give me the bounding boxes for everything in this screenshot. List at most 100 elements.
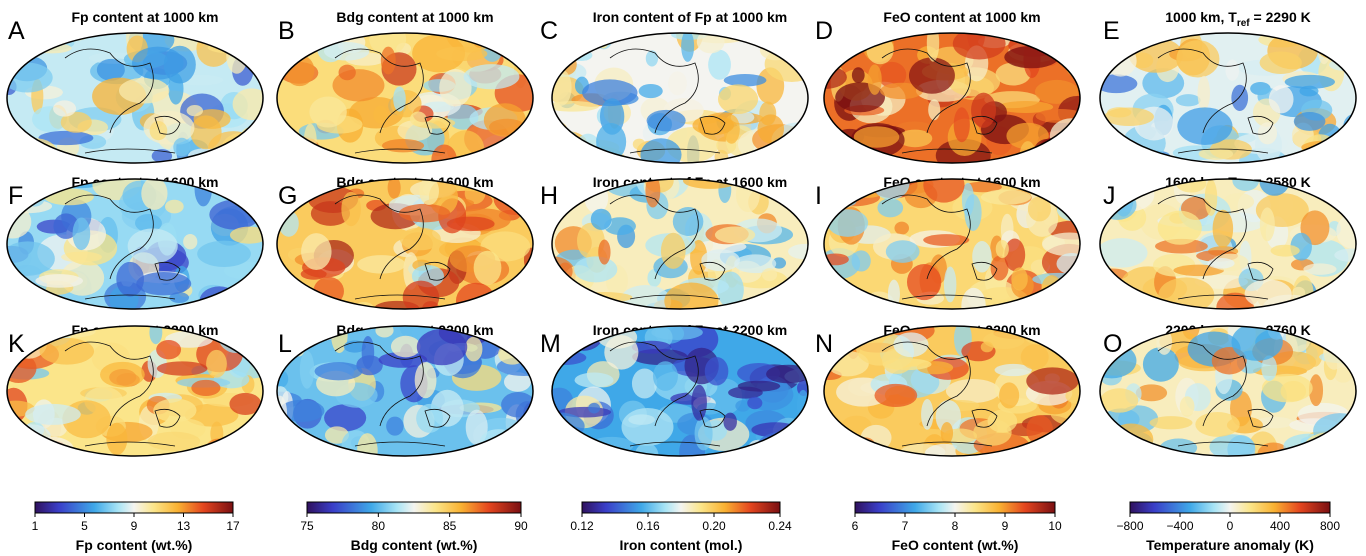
coastline — [334, 194, 451, 300]
map-anomaly — [1216, 292, 1254, 309]
map-anomaly — [1027, 33, 1073, 51]
map-anomaly — [553, 283, 571, 309]
tick-label: 75 — [300, 519, 314, 533]
map-anomaly — [638, 83, 663, 99]
coastline — [334, 341, 451, 447]
map-anomaly — [53, 100, 77, 117]
colorbar — [854, 501, 1056, 514]
tick-label: 8 — [952, 519, 959, 533]
map-anomaly — [478, 33, 501, 47]
map-anomaly — [566, 33, 580, 60]
map-anomaly — [1304, 432, 1354, 456]
map-anomaly — [1046, 329, 1080, 344]
map-anomaly — [286, 426, 301, 448]
map — [824, 179, 1080, 309]
panel-letter: J — [1103, 182, 1116, 210]
map-anomaly — [141, 179, 168, 210]
map-anomaly — [390, 335, 421, 358]
tick-label: 80 — [372, 519, 386, 533]
map-anomaly — [310, 201, 351, 226]
map-anomaly — [582, 79, 638, 107]
map-anomaly — [278, 210, 299, 237]
map-anomaly — [1284, 74, 1335, 89]
map-anomaly — [33, 37, 51, 50]
map-anomaly — [156, 361, 208, 376]
map-anomaly — [596, 122, 627, 161]
map-anomaly — [483, 103, 526, 137]
map-anomaly — [1056, 197, 1080, 222]
colorbar-label: FeO content (wt.%) — [892, 537, 1019, 553]
map-anomaly — [552, 433, 580, 456]
map-anomaly — [1334, 367, 1353, 383]
map-anomaly — [204, 438, 232, 456]
coastline — [64, 341, 181, 447]
map-anomaly — [523, 33, 533, 48]
map-anomaly — [1034, 79, 1079, 104]
map-anomaly — [824, 139, 848, 151]
map-anomaly — [1157, 210, 1202, 245]
map-anomaly — [631, 340, 672, 354]
map-anomaly — [135, 213, 162, 233]
map-anomaly — [508, 179, 522, 193]
map-anomaly — [1308, 374, 1324, 407]
map-anomaly — [766, 364, 808, 384]
map-anomaly — [7, 241, 55, 276]
map-anomaly — [1198, 147, 1234, 160]
map-anomaly — [507, 129, 533, 156]
map-anomaly — [1100, 388, 1139, 413]
map-anomaly — [604, 217, 636, 236]
map-anomaly — [186, 105, 204, 117]
coastline — [334, 48, 451, 154]
map-anomaly — [147, 431, 201, 451]
map-anomaly — [402, 280, 440, 309]
map-anomaly — [66, 33, 89, 41]
map-anomaly — [668, 71, 687, 96]
map-anomaly — [314, 362, 363, 381]
map-outline — [276, 325, 534, 457]
map-anomaly — [1176, 40, 1220, 78]
map-anomaly — [994, 363, 1032, 377]
map-anomaly — [885, 240, 920, 263]
tick-label: 0.12 — [570, 519, 594, 533]
map-anomaly — [851, 67, 865, 84]
map-anomaly — [1328, 427, 1356, 456]
map-outline — [6, 32, 264, 164]
map — [1100, 326, 1356, 456]
map-anomaly — [1056, 252, 1080, 275]
map-anomaly — [279, 431, 319, 456]
map-anomaly — [1020, 344, 1049, 370]
tick-label: 90 — [514, 519, 528, 533]
map-anomaly — [1055, 34, 1080, 61]
map-anomaly — [243, 282, 263, 309]
map-anomaly — [574, 256, 618, 283]
tick-label: 6 — [852, 519, 859, 533]
map-anomaly — [1179, 396, 1195, 417]
map-anomaly — [116, 261, 144, 297]
map-anomaly — [229, 179, 263, 190]
map-anomaly — [100, 361, 145, 388]
map-anomaly — [1142, 347, 1179, 382]
map-anomaly — [277, 136, 303, 148]
tick-label: 85 — [443, 519, 457, 533]
map — [824, 326, 1080, 456]
map-outline — [823, 178, 1081, 310]
map-anomaly — [701, 249, 740, 272]
map-anomaly — [681, 33, 695, 62]
map-outline — [6, 178, 264, 310]
map-anomaly — [419, 179, 440, 206]
tick-label: −800 — [1116, 519, 1143, 533]
coastline — [609, 194, 726, 300]
map-anomaly — [1293, 111, 1326, 131]
map-anomaly — [1107, 288, 1129, 309]
map-anomaly — [694, 416, 713, 451]
map-anomaly — [1270, 244, 1300, 257]
map-anomaly — [757, 114, 785, 144]
map-anomaly — [487, 149, 512, 163]
map-anomaly — [96, 58, 125, 81]
map-anomaly — [1301, 140, 1350, 155]
map-anomaly — [229, 326, 251, 336]
map-anomaly — [44, 188, 94, 206]
map-anomaly — [1065, 387, 1080, 404]
panel-letter: M — [540, 330, 561, 358]
